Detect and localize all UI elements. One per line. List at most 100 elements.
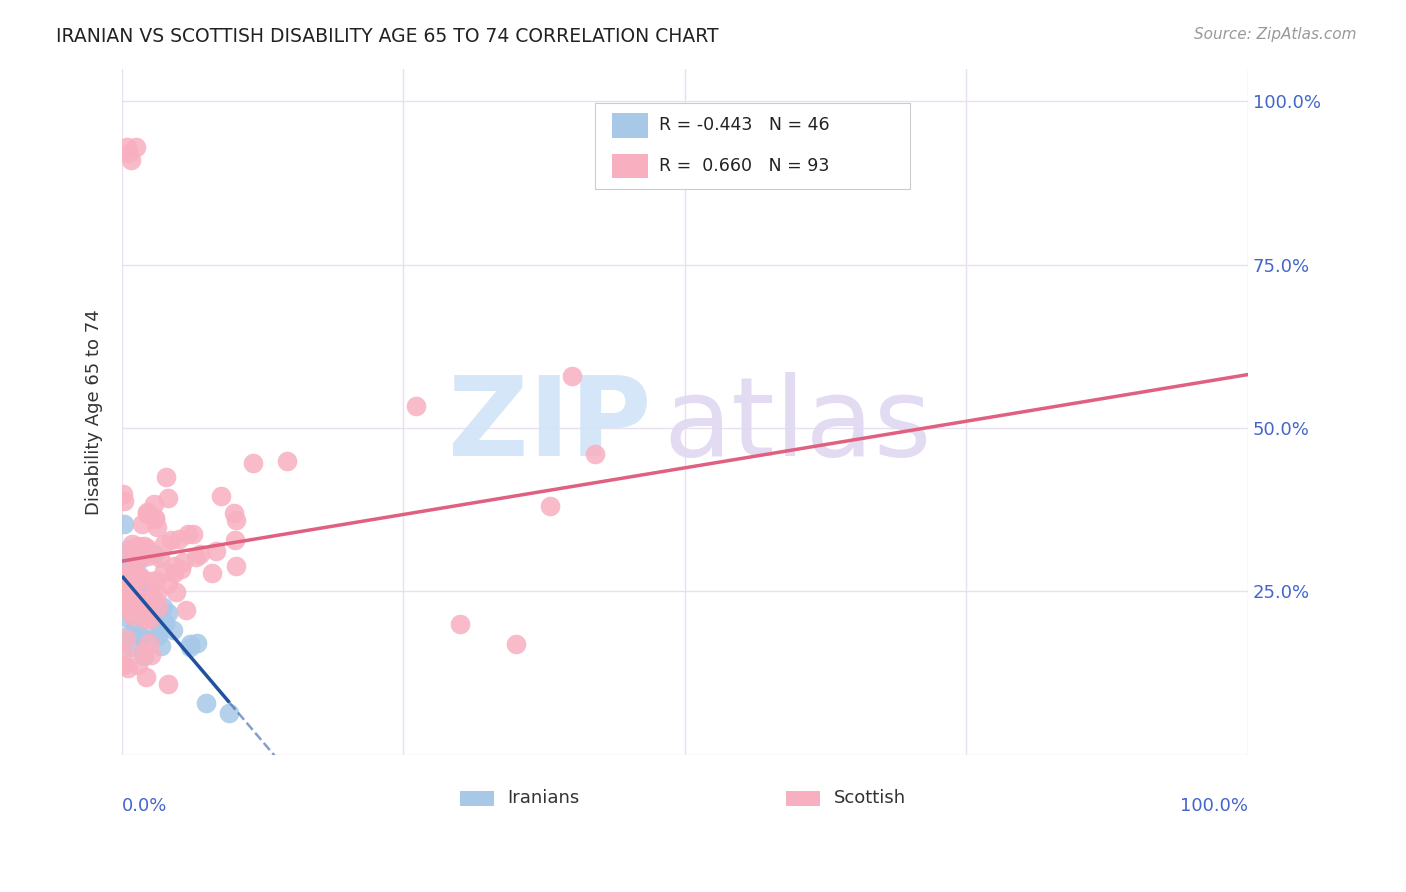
- Point: [179, 640, 201, 654]
- Point: [146, 520, 169, 534]
- Point: [209, 489, 232, 503]
- Point: [129, 551, 152, 566]
- Point: [135, 541, 157, 555]
- Point: [449, 617, 471, 632]
- Point: [124, 546, 146, 560]
- Text: R =  0.660   N = 93: R = 0.660 N = 93: [659, 157, 830, 175]
- Point: [125, 549, 148, 563]
- Point: [120, 640, 142, 654]
- Point: [201, 566, 224, 581]
- Point: [128, 628, 150, 642]
- Point: [112, 547, 135, 561]
- Point: [127, 541, 149, 556]
- Point: [195, 696, 218, 710]
- Point: [131, 516, 153, 531]
- Point: [117, 545, 139, 559]
- Point: [124, 587, 146, 601]
- Point: [225, 513, 247, 527]
- FancyBboxPatch shape: [595, 103, 910, 188]
- Point: [155, 470, 177, 484]
- Point: [188, 547, 211, 561]
- Point: [112, 575, 135, 590]
- Point: [128, 574, 150, 588]
- Text: Source: ZipAtlas.com: Source: ZipAtlas.com: [1194, 27, 1357, 42]
- Point: [139, 648, 162, 663]
- Point: [128, 568, 150, 582]
- Point: [165, 584, 187, 599]
- Point: [242, 456, 264, 470]
- Point: [172, 556, 194, 570]
- Point: [136, 505, 159, 519]
- Point: [145, 573, 167, 587]
- Point: [129, 549, 152, 564]
- Point: [167, 533, 190, 547]
- Point: [156, 677, 179, 691]
- Point: [143, 512, 166, 526]
- Point: [124, 588, 146, 602]
- Point: [152, 537, 174, 551]
- Point: [405, 399, 427, 413]
- Point: [132, 631, 155, 645]
- Point: [118, 628, 141, 642]
- Point: [142, 591, 165, 606]
- Text: atlas: atlas: [664, 372, 932, 479]
- Point: [160, 533, 183, 548]
- Point: [114, 590, 136, 604]
- Point: [153, 564, 176, 578]
- Text: Scottish: Scottish: [834, 789, 905, 807]
- Point: [583, 447, 606, 461]
- Point: [112, 657, 135, 672]
- Point: [148, 629, 170, 643]
- Point: [114, 632, 136, 646]
- Point: [121, 574, 143, 588]
- Point: [177, 527, 200, 541]
- Point: [186, 636, 208, 650]
- Text: 100.0%: 100.0%: [1180, 797, 1249, 814]
- Point: [149, 550, 172, 565]
- Point: [112, 487, 135, 501]
- Point: [135, 603, 157, 617]
- Point: [142, 612, 165, 626]
- Point: [128, 578, 150, 592]
- Point: [146, 624, 169, 638]
- Point: [125, 551, 148, 566]
- Point: [127, 575, 149, 590]
- Point: [124, 140, 146, 154]
- Point: [181, 526, 204, 541]
- Point: [218, 706, 240, 721]
- Text: R = -0.443   N = 46: R = -0.443 N = 46: [659, 117, 830, 135]
- Point: [224, 506, 246, 520]
- Point: [112, 597, 135, 611]
- Point: [117, 660, 139, 674]
- Point: [121, 566, 143, 581]
- Point: [143, 497, 166, 511]
- Point: [131, 594, 153, 608]
- Point: [134, 539, 156, 553]
- Point: [129, 603, 152, 617]
- Point: [138, 549, 160, 563]
- Text: IRANIAN VS SCOTTISH DISABILITY AGE 65 TO 74 CORRELATION CHART: IRANIAN VS SCOTTISH DISABILITY AGE 65 TO…: [56, 27, 718, 45]
- FancyBboxPatch shape: [460, 791, 494, 806]
- Point: [139, 612, 162, 626]
- Point: [146, 585, 169, 599]
- Text: Iranians: Iranians: [508, 789, 579, 807]
- Point: [120, 153, 142, 167]
- Point: [505, 637, 527, 651]
- Point: [186, 550, 208, 565]
- Point: [118, 146, 141, 161]
- Point: [118, 589, 141, 603]
- Point: [141, 590, 163, 604]
- Point: [134, 612, 156, 626]
- Point: [117, 541, 139, 556]
- Text: 0.0%: 0.0%: [122, 797, 167, 814]
- Point: [127, 597, 149, 611]
- Point: [112, 575, 135, 590]
- Point: [163, 559, 186, 574]
- Point: [143, 547, 166, 561]
- Point: [224, 533, 246, 548]
- Point: [112, 647, 135, 661]
- Point: [112, 657, 135, 672]
- Point: [115, 593, 138, 607]
- Point: [156, 491, 179, 506]
- Point: [124, 617, 146, 632]
